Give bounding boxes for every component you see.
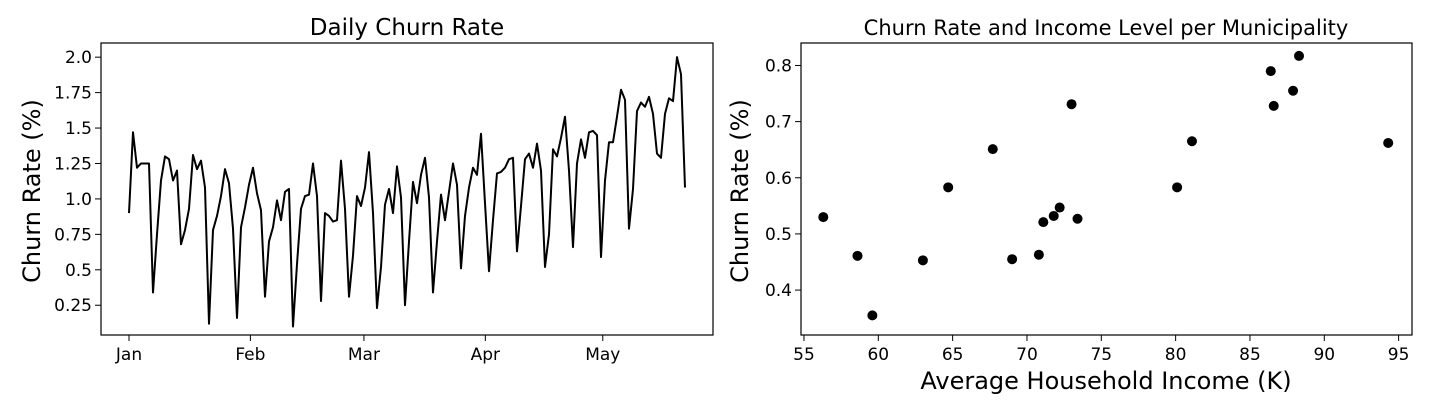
income-churn-ytick-label: 0.7 <box>765 113 792 133</box>
income-churn-ticks: 55 60 65 70 75 80 85 90 95 0.4 0.5 0.6 0.7 0.8 <box>765 56 1409 365</box>
daily-churn-xtick-label: Apr <box>471 345 500 365</box>
income-churn-ytick-label: 0.4 <box>765 281 792 301</box>
daily-churn-ytick-label: 0.5 <box>65 261 92 281</box>
daily-churn-ticks: 0.25 0.5 0.75 1.0 1.25 1.5 1.75 2.0 Jan Feb Mar Apr… <box>54 48 620 365</box>
income-churn-ytick-label: 0.8 <box>765 56 792 76</box>
municipality-point <box>867 310 878 321</box>
municipality-point <box>1066 99 1077 110</box>
daily-churn-title: Daily Churn Rate <box>310 15 504 41</box>
municipality-point <box>917 255 928 266</box>
municipality-point <box>1048 210 1059 221</box>
daily-churn-ytick-label: 0.75 <box>54 225 92 245</box>
municipality-point <box>852 250 863 261</box>
income-churn-plot-frame <box>800 42 1413 336</box>
municipality-point <box>1172 182 1183 193</box>
municipality-point <box>818 212 829 223</box>
income-churn-xtick-label: 80 <box>1165 345 1187 365</box>
municipality-point <box>1007 254 1018 265</box>
daily-churn-ytick-label: 1.5 <box>65 119 92 139</box>
daily-churn-ytick-label: 0.25 <box>54 296 92 316</box>
daily-churn-ytick-label: 2.0 <box>65 48 92 68</box>
municipality-point <box>1268 100 1279 111</box>
daily-churn-xtick-label: Mar <box>348 345 380 365</box>
municipality-point <box>1033 249 1044 260</box>
income-churn-xtick-label: 60 <box>867 345 889 365</box>
income-churn-points <box>818 50 1394 321</box>
daily-churn-chart: Daily Churn Rate Churn Rate (%) 0.250.50… <box>18 15 714 365</box>
daily-churn-ylabel: Churn Rate (%) <box>18 99 46 283</box>
income-churn-xtick-label: 90 <box>1313 345 1335 365</box>
daily-churn-ytick-label: 1.75 <box>54 84 92 104</box>
municipality-point <box>1288 85 1299 96</box>
income-churn-ytick-label: 0.6 <box>765 169 792 189</box>
municipality-point <box>1383 137 1394 148</box>
income-churn-xlabel: Average Household Income (K) <box>920 367 1291 395</box>
income-churn-chart: Churn Rate and Income Level per Municipa… <box>726 16 1413 395</box>
daily-churn-ytick-label: 1.0 <box>65 190 92 210</box>
municipality-point <box>1038 217 1049 228</box>
income-churn-xtick-label: 65 <box>942 345 964 365</box>
municipality-point <box>987 144 998 155</box>
daily-churn-ytick-label: 1.25 <box>54 154 92 174</box>
municipality-point <box>1265 66 1276 77</box>
municipality-point <box>1294 50 1305 61</box>
income-churn-ylabel: Churn Rate (%) <box>726 99 754 283</box>
income-churn-xtick-label: 85 <box>1239 345 1261 365</box>
income-churn-title: Churn Rate and Income Level per Municipa… <box>864 16 1349 40</box>
municipality-point <box>1054 202 1065 213</box>
daily-churn-xtick-label: May <box>585 345 620 365</box>
income-churn-xtick-label: 70 <box>1016 345 1038 365</box>
income-churn-xtick-label: 95 <box>1388 345 1410 365</box>
income-churn-ytick-label: 0.5 <box>765 225 792 245</box>
municipality-point <box>1072 213 1083 224</box>
municipality-point <box>943 182 954 193</box>
daily-churn-plot-frame <box>100 42 714 336</box>
daily-churn-xtick-label: Jan <box>115 345 142 365</box>
income-churn-xtick-label: 55 <box>793 345 815 365</box>
churn-rate-line <box>128 56 686 328</box>
income-churn-xtick-label: 75 <box>1090 345 1112 365</box>
daily-churn-xtick-label: Feb <box>235 345 265 365</box>
municipality-point <box>1186 136 1197 147</box>
